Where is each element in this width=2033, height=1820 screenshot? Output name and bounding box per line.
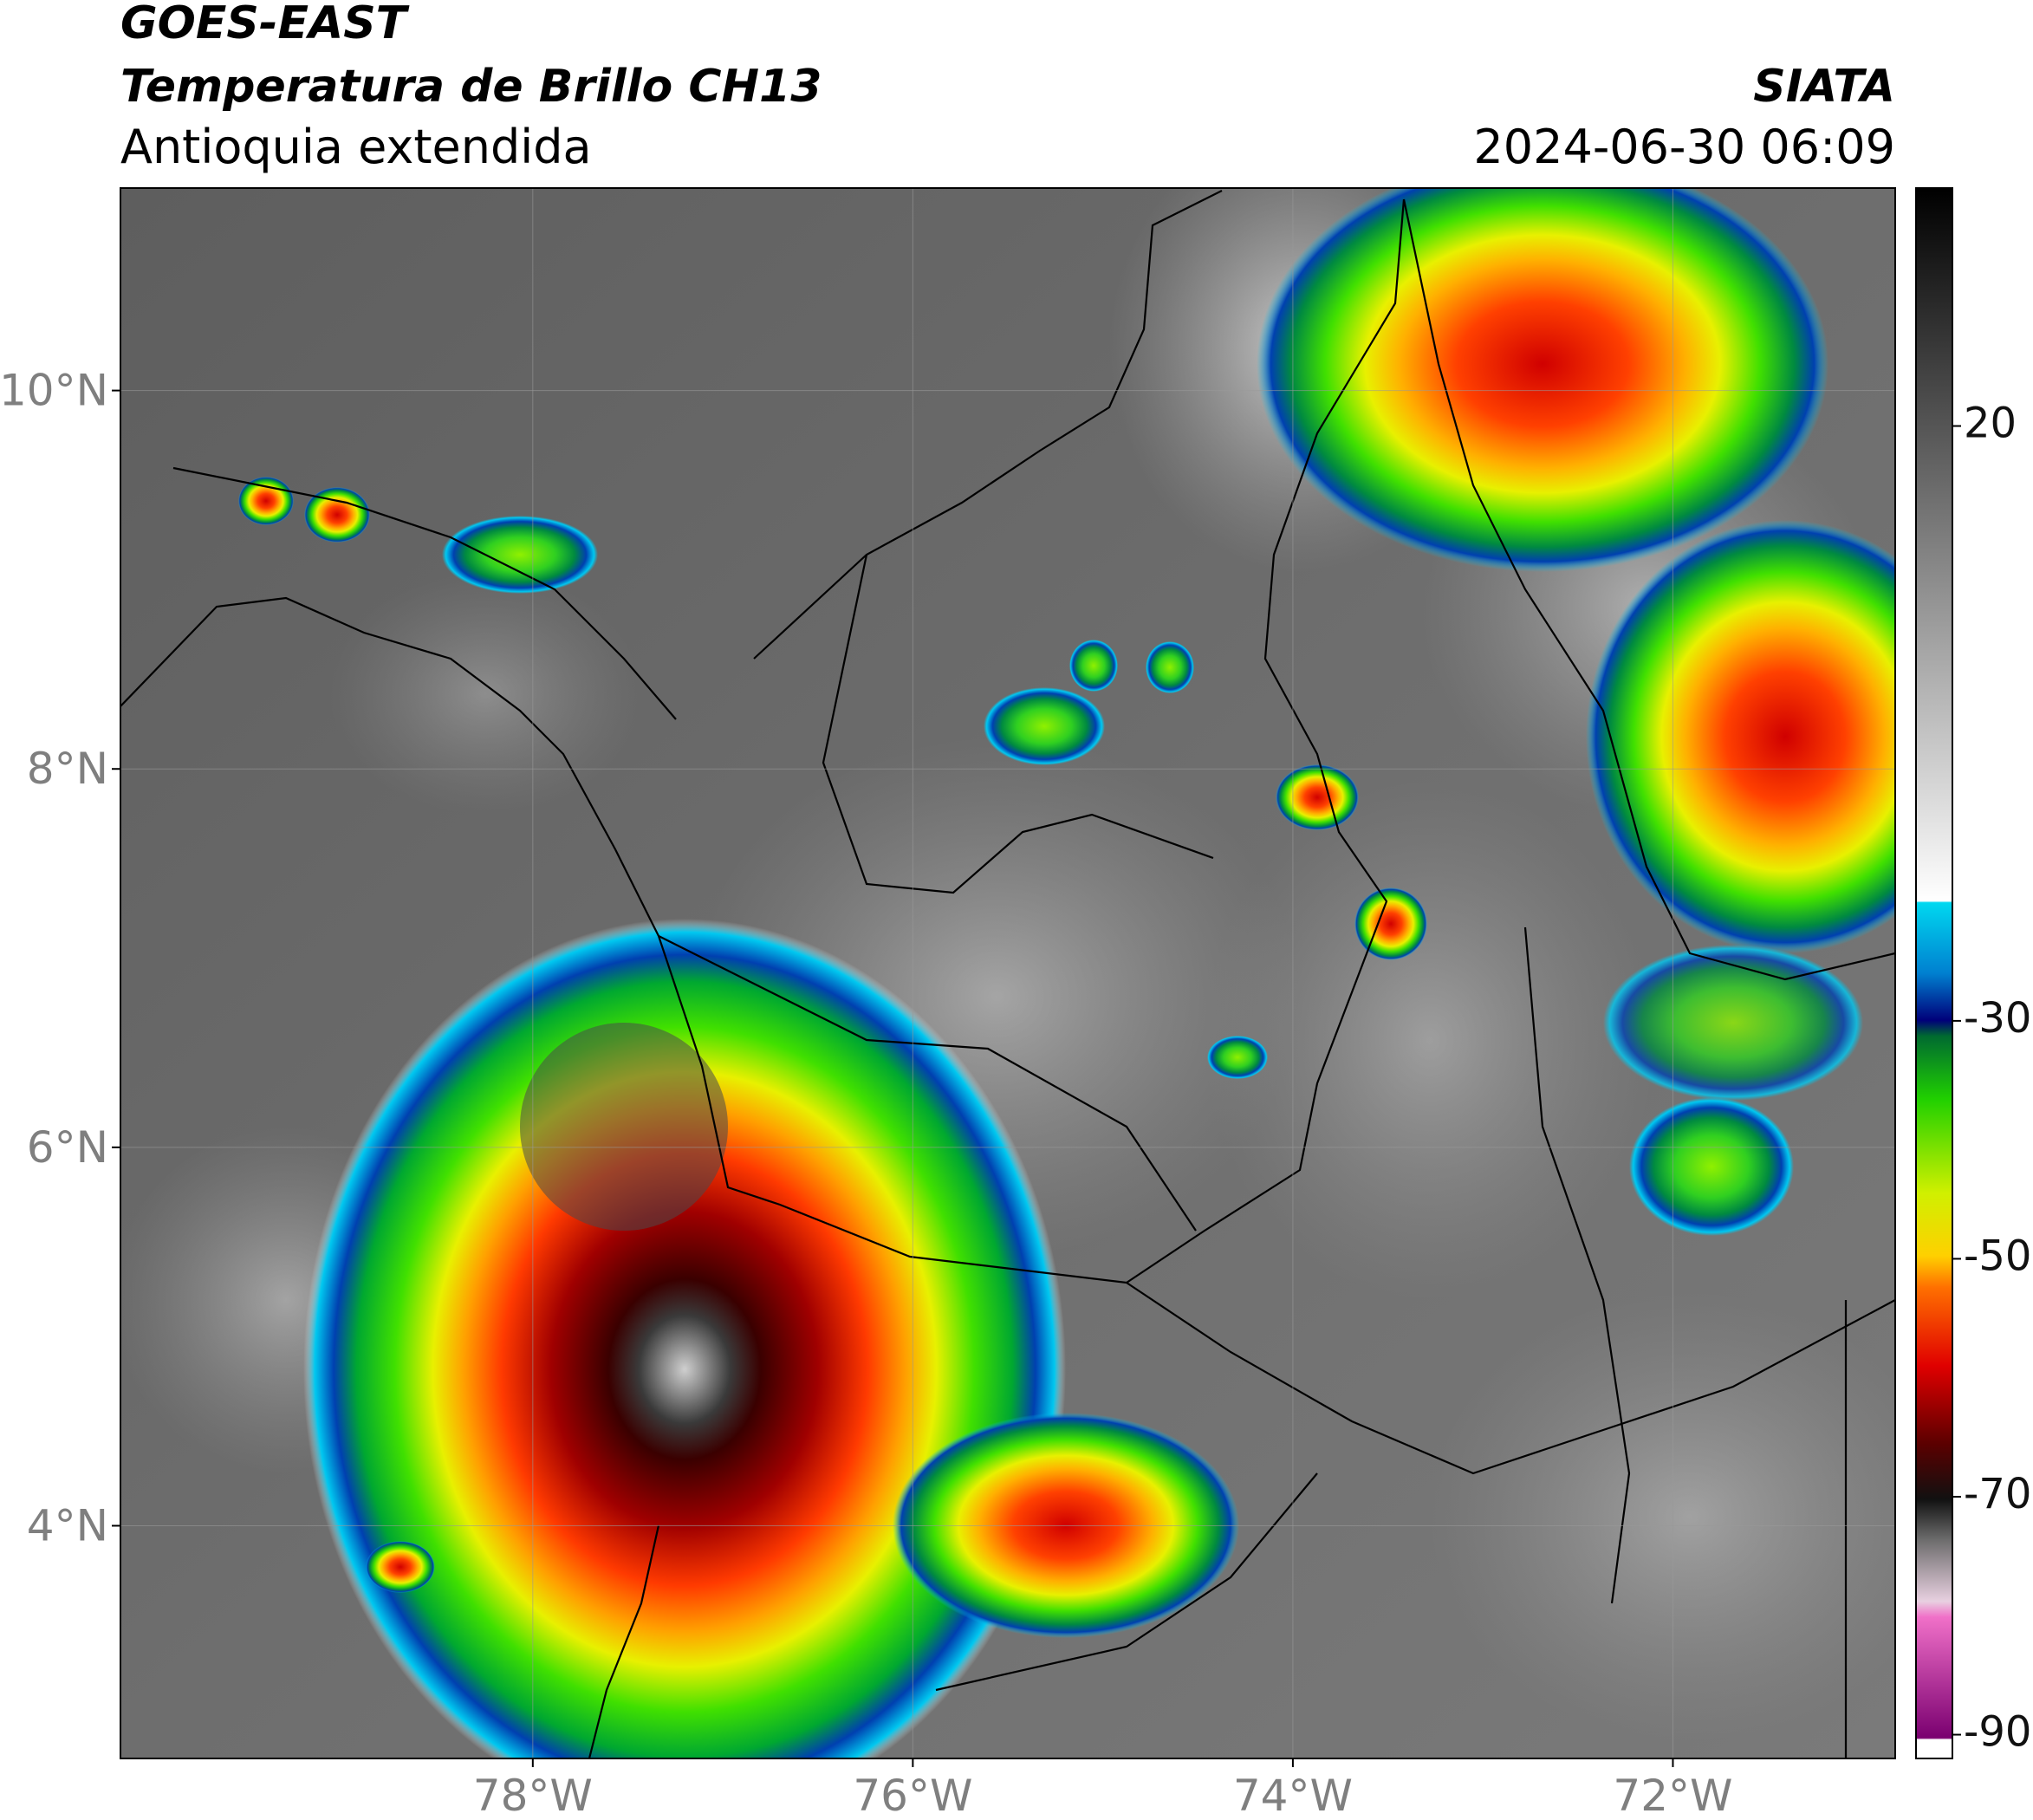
colorbar-tick-label: 20 xyxy=(1964,400,2017,448)
colorbar-tick-label: -50 xyxy=(1964,1232,2031,1280)
borders xyxy=(120,190,1895,1758)
datetime: 2024-06-30 06:09 xyxy=(1473,120,1895,174)
agency: SIATA xyxy=(1753,61,1895,113)
product-title: Temperatura de Brillo CH13 xyxy=(120,61,822,113)
x-tick-label: 74°W xyxy=(1233,1771,1353,1820)
convective-cells xyxy=(238,188,1895,1758)
colorbar-ticks: -90 -70 -50 -30 20 xyxy=(1952,400,2031,1757)
x-tick-label: 76°W xyxy=(853,1771,972,1820)
colorbar-tick-label: -70 xyxy=(1964,1470,2031,1518)
colorbar-tick-label: -90 xyxy=(1964,1708,2031,1757)
satellite-title: GOES-EAST xyxy=(120,0,410,49)
colorbar xyxy=(1915,187,1953,1759)
y-tick-label: 8°N xyxy=(27,744,108,794)
x-tick-label: 78°W xyxy=(473,1771,593,1820)
y-tick-label: 6°N xyxy=(27,1122,108,1173)
map-image xyxy=(120,188,1895,1758)
colorbar-tick-label: -30 xyxy=(1964,994,2031,1043)
y-tick-label: 4°N xyxy=(27,1500,108,1550)
map-frame xyxy=(120,187,1896,1759)
y-tick-label: 10°N xyxy=(0,366,108,416)
x-tick-label: 72°W xyxy=(1613,1771,1732,1820)
graticule xyxy=(120,188,1895,1758)
region-title: Antioquia extendida xyxy=(120,120,592,174)
